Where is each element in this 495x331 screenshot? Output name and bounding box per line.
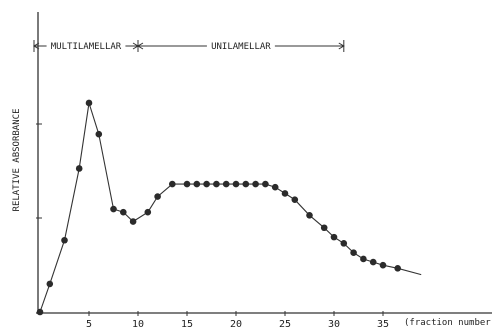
x-ticks: 5 10 15 20 25 30 35 [86, 311, 389, 330]
region-arrowhead-left-1 [33, 42, 40, 50]
data-point-26 [320, 224, 328, 232]
data-point-24 [291, 196, 299, 203]
data-point-29 [350, 249, 357, 257]
data-point-18 [232, 180, 240, 188]
data-point-7 [110, 205, 117, 213]
data-point-30 [360, 255, 367, 263]
x-tick-label-5: 5 [86, 319, 92, 330]
data-point-17 [222, 180, 230, 188]
region-label-2: UNILAMELLAR [211, 42, 271, 52]
data-point-14 [193, 180, 201, 188]
data-point-9 [129, 218, 137, 225]
data-point-21 [262, 180, 269, 188]
region-arrowhead-right-2 [338, 42, 345, 50]
x-tick-label-10: 10 [132, 319, 144, 330]
data-point-15 [203, 180, 210, 188]
data-point-3 [61, 236, 68, 244]
data-point-10 [144, 208, 152, 216]
x-tick-label-25: 25 [279, 319, 291, 330]
data-point-27 [330, 233, 338, 241]
region-arrowhead-left-2 [137, 42, 144, 50]
data-point-23 [281, 190, 289, 197]
data-points [36, 99, 402, 316]
axes [36, 12, 492, 314]
data-point-8 [120, 208, 127, 216]
region-label-1: MULTILAMELLAR [51, 42, 122, 52]
data-point-19 [242, 180, 250, 188]
data-point-6 [95, 130, 103, 138]
region-annotations: MULTILAMELLAR UNILAMELLAR [33, 40, 345, 52]
x-tick-label-15: 15 [181, 319, 193, 330]
x-tick-label-20: 20 [230, 319, 242, 330]
data-point-20 [252, 180, 259, 188]
data-point-1 [36, 308, 44, 316]
data-point-28 [340, 240, 348, 247]
x-axis-label: (fraction number [404, 318, 491, 328]
x-tick-label-35: 35 [377, 319, 389, 330]
data-point-12 [169, 180, 176, 188]
data-point-25 [306, 211, 313, 219]
data-point-13 [183, 180, 191, 188]
data-point-32 [379, 261, 387, 269]
data-point-31 [369, 258, 377, 266]
series-line [39, 102, 422, 313]
x-tick-label-30: 30 [328, 319, 340, 330]
data-point-16 [213, 180, 220, 188]
data-point-33 [394, 265, 402, 272]
data-point-2 [46, 280, 54, 288]
y-axis-label: RELATIVE ABSORBANCE [12, 109, 22, 212]
series-line-group [39, 102, 422, 313]
data-point-22 [271, 183, 279, 191]
data-point-5 [85, 99, 93, 107]
data-point-11 [154, 193, 161, 200]
data-point-4 [75, 165, 83, 172]
